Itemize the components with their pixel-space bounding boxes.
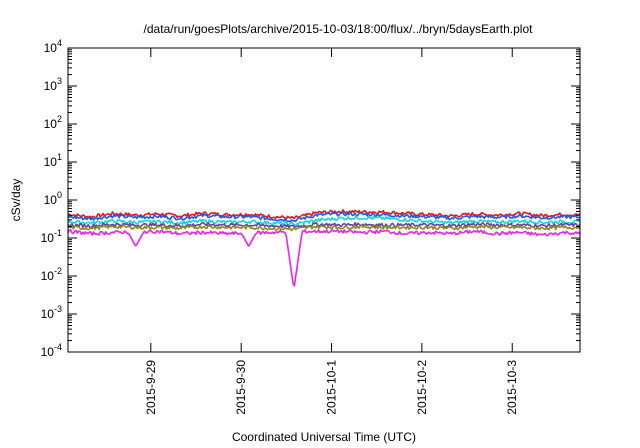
x-tick-label: 2015-10-1: [325, 360, 339, 415]
x-tick-label: 2015-10-3: [505, 360, 519, 415]
plot-lines: [67, 209, 581, 287]
series-line: [67, 215, 581, 227]
chart-title: /data/run/goesPlots/archive/2015-10-03/1…: [144, 22, 534, 36]
y-tick-label: 100: [44, 190, 62, 207]
y-tick-label: 10-4: [41, 342, 62, 359]
x-tick-label: 2015-9-29: [144, 360, 158, 415]
series-line: [68, 209, 581, 220]
series-line: [67, 211, 581, 223]
x-axis-label: Coordinated Universal Time (UTC): [232, 430, 416, 444]
y-tick-label: 101: [44, 152, 62, 169]
y-tick-label: 10-2: [41, 266, 62, 283]
y-tick-label: 10-1: [41, 228, 62, 245]
x-axis: 2015-9-29 2015-9-30 2015-10-1 2015-10-2 2015…: [144, 48, 519, 415]
y-tick-label: 104: [44, 38, 62, 55]
series-line: [67, 228, 581, 287]
x-tick-label: 2015-9-30: [234, 360, 248, 415]
y-tick-label: 10-3: [41, 304, 62, 321]
y-tick-label: 103: [44, 76, 62, 93]
y-tick-label: 102: [44, 114, 62, 131]
y-axis: 10-4 10-3 10-2 10-1 100 101 102 103 104: [41, 38, 580, 359]
y-axis-label: cSv/day: [9, 179, 23, 222]
x-tick-label: 2015-10-2: [415, 360, 429, 415]
plot-frame: [67, 47, 581, 353]
series-line: [67, 224, 581, 232]
